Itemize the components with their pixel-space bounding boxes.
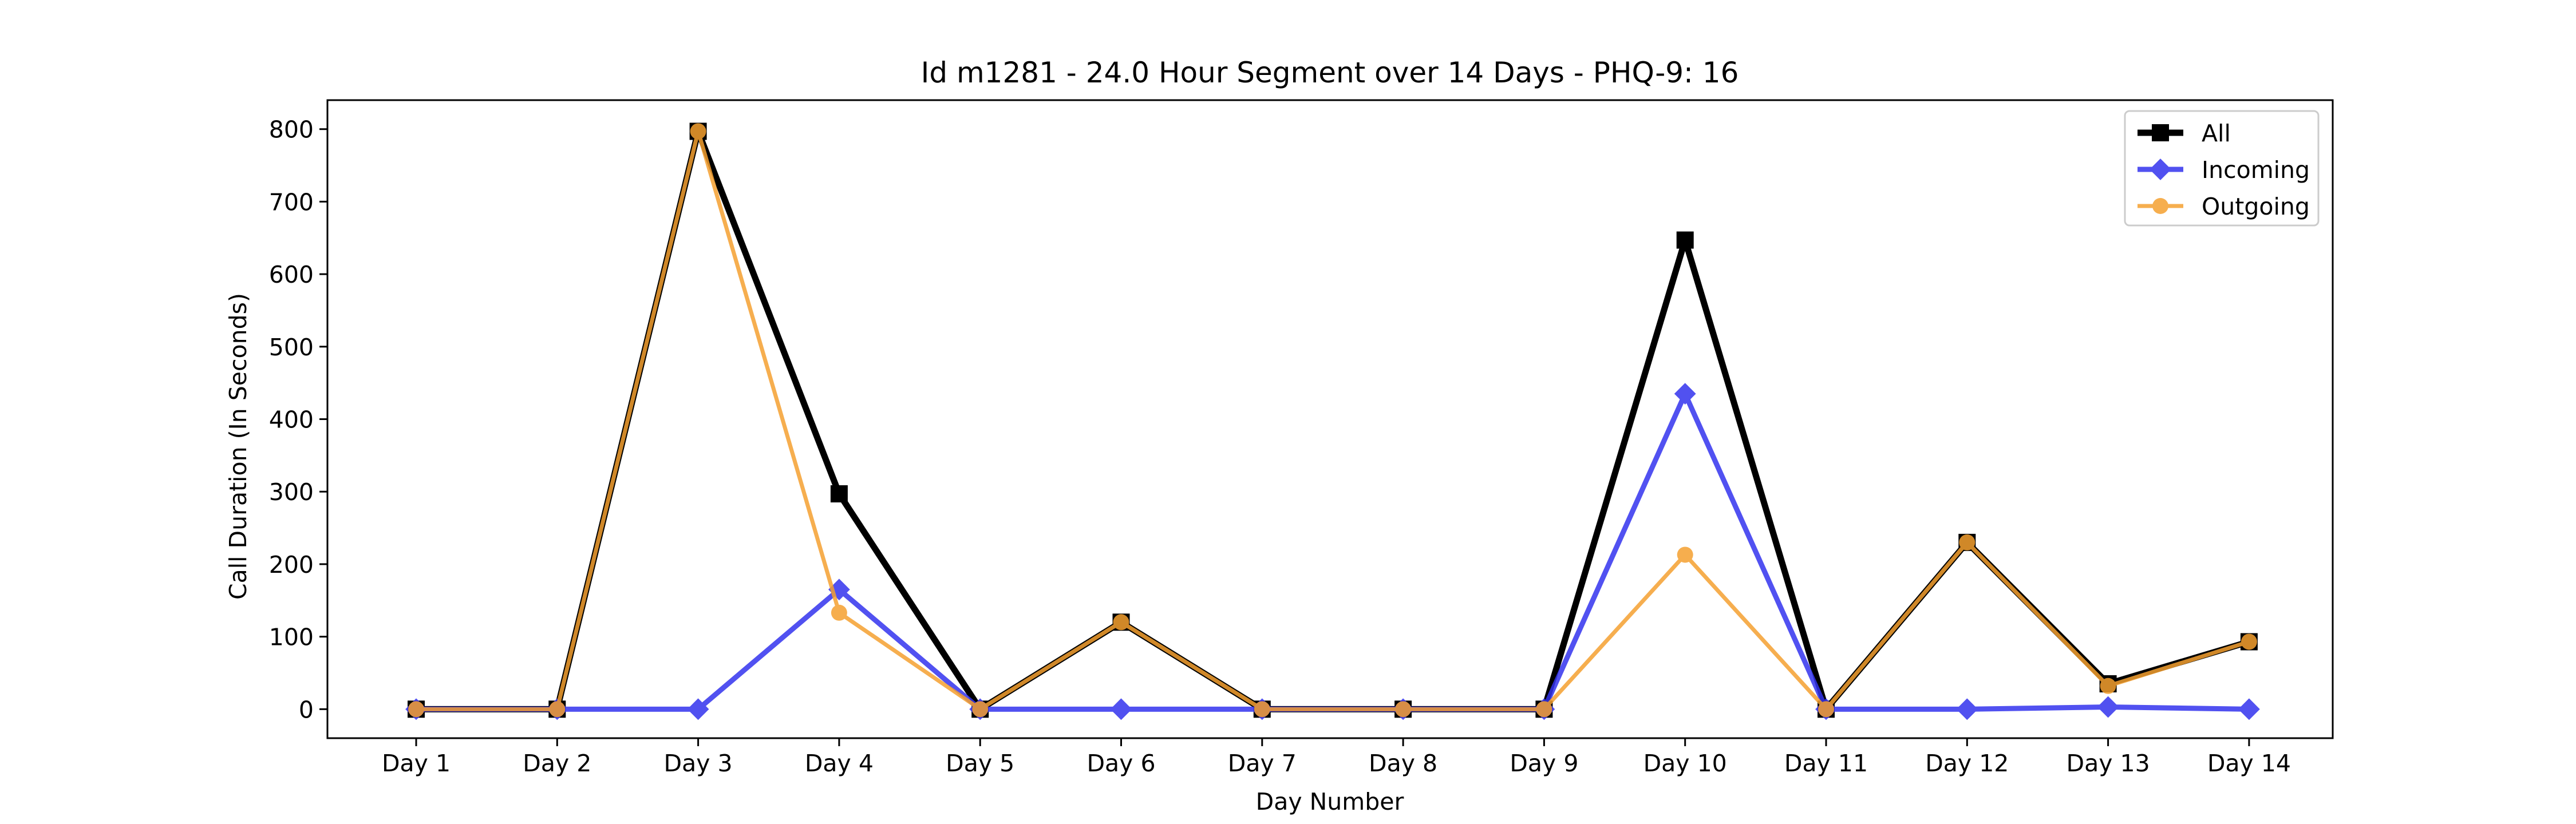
series-line-outgoing (416, 129, 2250, 711)
legend-label: Outgoing (2202, 193, 2310, 220)
legend-marker (2152, 124, 2169, 141)
data-point-outgoing (1113, 614, 1129, 631)
x-tick-label: Day 12 (1925, 750, 2009, 777)
chart-title: Id m1281 - 24.0 Hour Segment over 14 Day… (921, 56, 1739, 89)
y-tick-label: 100 (269, 624, 314, 651)
y-tick-label: 0 (299, 696, 314, 723)
data-point-outgoing (690, 123, 706, 140)
y-tick-label: 500 (269, 334, 314, 361)
x-tick-label: Day 5 (946, 750, 1014, 777)
x-axis: Day 1 Day 2 Day 3 Day 4 Day 5 Day 6 Day 7 Day 8… (382, 738, 2291, 777)
x-tick-label: Day 9 (1510, 750, 1578, 777)
x-tick-label: Day 6 (1086, 750, 1155, 777)
legend-item-all (2138, 124, 2183, 141)
x-tick-label: Day 10 (1643, 750, 1727, 777)
x-tick-label: Day 2 (523, 750, 591, 777)
x-tick-label: Day 11 (1784, 750, 1868, 777)
y-tick-label: 700 (269, 188, 314, 216)
legend-box (2124, 110, 2320, 227)
legend-marker (2150, 159, 2171, 180)
data-point-all (1676, 231, 1694, 249)
data-point-incoming (1110, 698, 1132, 720)
x-tick-label: Day 3 (664, 750, 733, 777)
data-point-outgoing (1254, 701, 1270, 718)
y-tick-label: 200 (269, 551, 314, 579)
series-outgoing (408, 123, 2257, 718)
data-point-incoming (1674, 383, 1696, 405)
data-point-incoming (1956, 698, 1978, 720)
data-point-outgoing (972, 701, 989, 718)
y-tick-label: 400 (269, 406, 314, 434)
data-point-outgoing (1959, 534, 1976, 550)
data-point-outgoing (1818, 701, 1834, 718)
x-tick-label: Day 4 (805, 750, 874, 777)
x-tick-label: Day 8 (1369, 750, 1437, 777)
series-layer (405, 122, 2260, 720)
data-point-all (830, 485, 848, 503)
legend-item-outgoing (2138, 198, 2183, 214)
data-point-outgoing (2241, 633, 2257, 650)
legend: All Incoming Outgoing (2124, 110, 2320, 227)
x-tick-label: Day 7 (1228, 750, 1297, 777)
legend-item-incoming (2138, 159, 2183, 180)
data-point-outgoing (408, 701, 424, 718)
y-tick-label: 600 (269, 261, 314, 288)
y-axis-label: Call Duration (In Seconds) (224, 293, 252, 600)
y-axis: 0 100 200 300 400 500 600 700 800 (269, 116, 327, 723)
x-tick-label: Day 14 (2207, 750, 2291, 777)
data-point-incoming (2097, 696, 2119, 718)
data-point-outgoing (1677, 546, 1693, 563)
data-point-incoming (828, 579, 850, 601)
data-point-outgoing (2100, 678, 2116, 694)
x-tick-label: Day 1 (382, 750, 451, 777)
x-tick-label: Day 13 (2067, 750, 2150, 777)
y-tick-label: 800 (269, 116, 314, 144)
data-point-outgoing (831, 604, 847, 621)
x-axis-label: Day Number (1256, 788, 1404, 815)
data-point-incoming (687, 698, 709, 720)
data-point-outgoing (1395, 701, 1412, 718)
data-point-outgoing (1536, 701, 1552, 718)
data-point-incoming (2238, 698, 2260, 720)
legend-label: Incoming (2202, 156, 2310, 184)
y-tick-label: 300 (269, 478, 314, 506)
legend-marker (2152, 198, 2168, 214)
legend-label: All (2202, 120, 2231, 147)
data-point-outgoing (549, 701, 566, 718)
